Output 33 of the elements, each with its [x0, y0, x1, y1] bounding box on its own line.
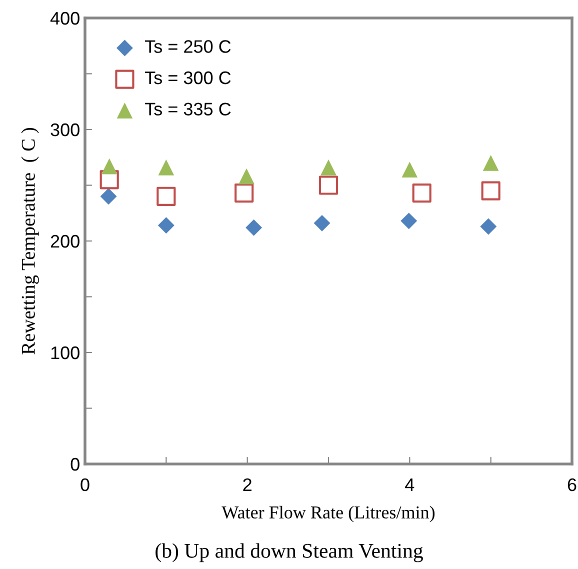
y-tick-label: 100: [51, 346, 80, 360]
point: [238, 168, 254, 184]
text: (b) Up and down Steam Venting: [156, 543, 423, 562]
point: [481, 181, 500, 200]
point: [400, 212, 418, 230]
x-tick-label: 0: [80, 478, 90, 492]
point: [318, 176, 338, 195]
point: [156, 186, 176, 206]
point: [100, 170, 119, 190]
point: [158, 159, 174, 176]
point: [320, 159, 336, 176]
point: [158, 217, 174, 234]
y-tick-label: 0: [70, 458, 80, 471]
legend-label: Ts = 335 C: [144, 102, 231, 116]
y-axis-title: Rewetting Temperature ( C ): [21, 128, 39, 354]
x-tick-label: 6: [568, 478, 576, 492]
x-axis-title: Water Flow Rate (Litres/min): [222, 506, 435, 522]
point: [101, 158, 118, 174]
point: [314, 214, 330, 232]
point: [234, 184, 254, 203]
y-tick-label: 300: [50, 123, 80, 136]
point: [480, 218, 497, 235]
x-tick-label: 4: [405, 478, 414, 491]
y-tick-label: 400: [50, 12, 80, 25]
point: [482, 155, 499, 171]
point: [100, 188, 117, 205]
x-tick-label: 2: [243, 478, 252, 491]
legend-label: Ts = 250 C: [144, 40, 231, 53]
legend-label: Ts = 300 C: [144, 71, 231, 84]
point: [246, 219, 262, 236]
y-tick-label: 200: [50, 234, 80, 248]
point: [402, 162, 418, 178]
point: [412, 184, 432, 203]
